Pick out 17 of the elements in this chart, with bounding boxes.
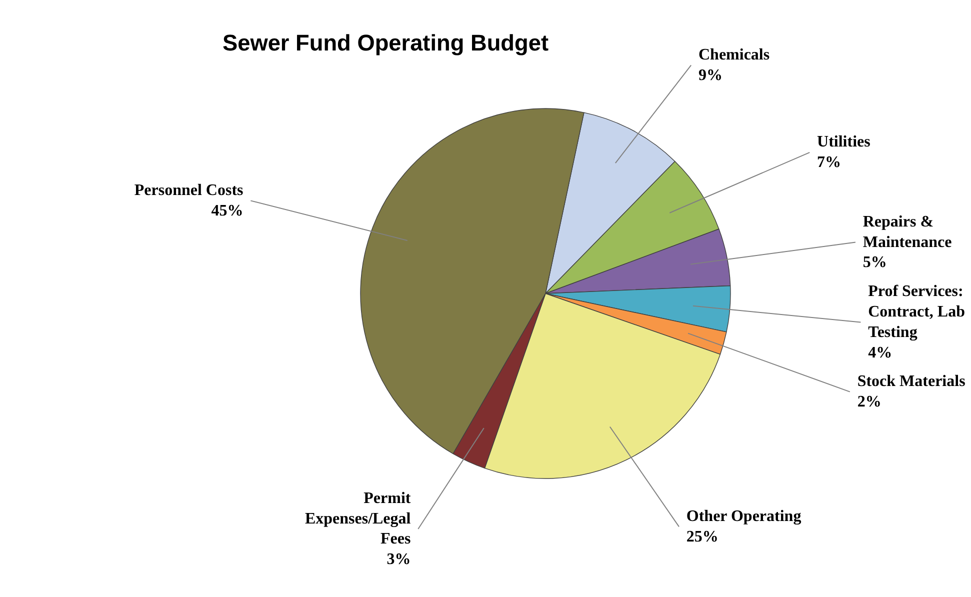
data-label: 4%: [868, 344, 892, 362]
slice-label: Permit Expenses/Legal Fees: [304, 490, 412, 548]
slice-label: Other Operating: [686, 508, 802, 525]
chart-title: Sewer Fund Operating Budget: [222, 30, 549, 56]
slice-label: Utilities: [817, 134, 870, 151]
slice-label: Stock Materials: [857, 373, 966, 390]
data-label: 45%: [211, 202, 244, 220]
data-label: 7%: [817, 154, 842, 172]
slice-label: Prof Services: Contract, Lab Testing: [868, 283, 966, 341]
slice-label: Repairs & Maintenance: [862, 213, 952, 251]
slice-label: Personnel Costs: [134, 182, 244, 199]
data-label: 25%: [686, 528, 718, 546]
data-label: 2%: [857, 393, 882, 410]
data-label: 5%: [862, 254, 887, 272]
data-label: 9%: [698, 66, 722, 84]
data-label: 3%: [386, 551, 411, 568]
slice-label: Chemicals: [698, 46, 770, 64]
